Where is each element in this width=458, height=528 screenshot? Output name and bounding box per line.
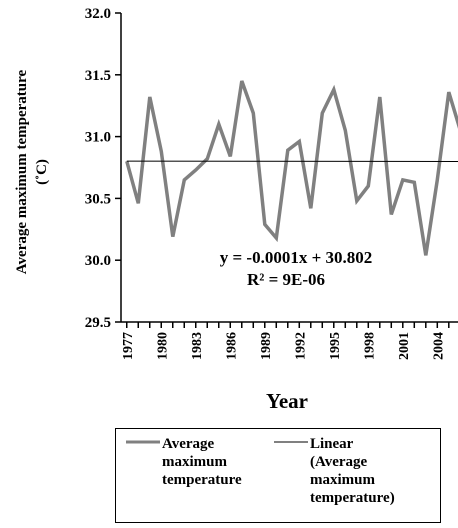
chart-legend: Average maximum temperature Linear (Aver… [115,428,441,523]
x-tick-label: 1977 [121,332,136,360]
y-axis-title: Average maximum temperature (˚C) [14,69,50,274]
x-tick-label: 1983 [190,332,205,360]
y-axis-title-line2: (˚C) [34,159,50,185]
x-tick-label: 1992 [293,332,308,360]
legend-swatch-linear-trend [272,435,310,449]
legend-item-linear-trend: Linear (Average maximum temperature) [272,435,395,507]
x-tick-label: 1995 [328,332,343,360]
plot-area: 29.5 30.0 30.5 31.0 31.5 32.0 1977 1980 1983 1986… [85,6,458,360]
y-tick-label: 32.0 [85,6,111,22]
series-line-avg-max-temp [127,81,458,255]
line-chart: Average maximum temperature (˚C) 29.5 30.… [0,0,458,425]
r-squared-label: R² = 9E-06 [247,270,325,289]
x-tick-label: 1989 [259,332,274,360]
y-tick-label: 30.5 [85,191,111,207]
x-axis-title: Year [266,389,308,413]
legend-label-avg-max-temp: Average maximum temperature [162,435,242,489]
x-tick-label: 1980 [155,332,170,360]
x-tick-label: 1986 [224,332,239,360]
legend-label-linear-trend: Linear (Average maximum temperature) [310,435,395,507]
legend-item-avg-max-temp: Average maximum temperature [124,435,242,489]
legend-swatch-avg-max-temp [124,435,162,449]
y-tick-label: 30.0 [85,253,111,269]
y-tick-label: 29.5 [85,315,111,331]
trendline-equation: y = -0.0001x + 30.802 [220,248,373,267]
x-tick-label: 2004 [431,332,446,360]
y-tick-label: 31.5 [85,68,111,84]
y-tick-label: 31.0 [85,130,111,146]
x-tick-label: 2001 [397,332,412,360]
y-axis-title-line1: Average maximum temperature [14,69,30,274]
x-tick-label: 1998 [362,332,377,360]
